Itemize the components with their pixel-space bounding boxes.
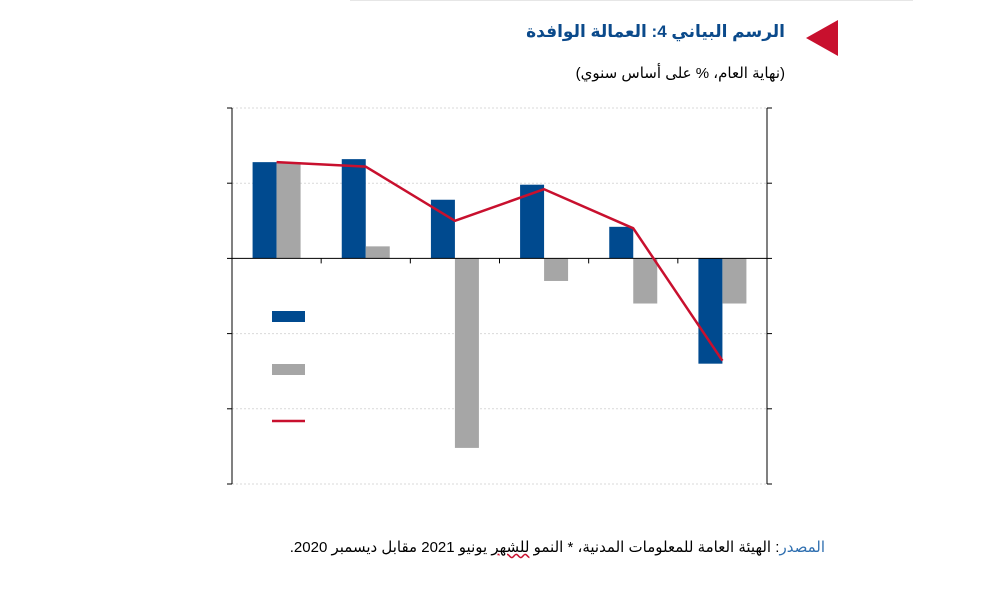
bar-series1-2 bbox=[341, 159, 366, 259]
bar-series2-3 bbox=[454, 258, 479, 448]
source-text-underlined: للشهر bbox=[491, 539, 530, 556]
bar-series2-5 bbox=[633, 258, 658, 304]
bar-series1-6 bbox=[698, 258, 723, 364]
bar-series2-1 bbox=[276, 162, 301, 259]
chart-subtitle: (نهاية العام، % على أساس سنوي) bbox=[575, 65, 785, 82]
source-separator: : bbox=[771, 539, 780, 556]
legend-swatch-series-1 bbox=[272, 311, 305, 322]
bar-series2-6 bbox=[722, 258, 747, 304]
line-series-3 bbox=[276, 160, 724, 362]
title-marker-icon bbox=[806, 20, 838, 56]
bar-series2-2 bbox=[365, 246, 390, 259]
chart-title: الرسم البياني 4: العمالة الوافدة bbox=[526, 22, 785, 41]
legend-swatch-series-2 bbox=[272, 364, 305, 375]
bar-series2-4 bbox=[544, 258, 569, 281]
bar-series1-5 bbox=[609, 226, 634, 259]
bar-series1-1 bbox=[252, 162, 277, 259]
source-note: المصدر: الهيئة العامة للمعلومات المدنية،… bbox=[290, 538, 825, 556]
source-text-1: الهيئة العامة للمعلومات المدنية، * النمو bbox=[529, 539, 772, 556]
source-text-2: يونيو 2021 مقابل ديسمبر 2020. bbox=[289, 539, 492, 556]
top-rule bbox=[350, 0, 913, 1]
source-label: المصدر bbox=[779, 539, 825, 556]
